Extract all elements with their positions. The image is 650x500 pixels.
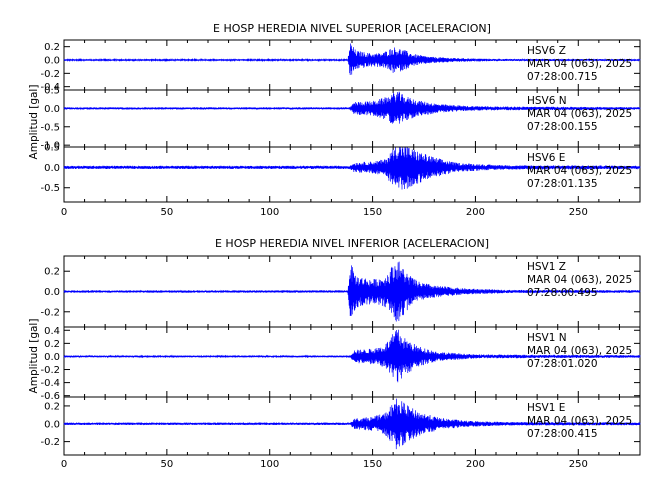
chart-title: E HOSP HEREDIA NIVEL INFERIOR [ACELERACI… — [215, 237, 489, 250]
y-tick-label: 0.0 — [44, 104, 60, 115]
date-label: MAR 04 (063), 2025 — [527, 165, 632, 177]
y-tick-label: -0.2 — [40, 69, 60, 80]
x-tick-label: 50 — [160, 459, 173, 470]
waveform-trace — [63, 147, 641, 190]
time-label: 07:28:00.495 — [527, 287, 598, 299]
x-tick-label: 50 — [160, 207, 173, 218]
x-tick-label: 150 — [363, 207, 382, 218]
y-tick-label: 0.5 — [44, 143, 60, 154]
y-tick-label: -1.0 — [40, 141, 60, 152]
x-tick-label: 150 — [363, 459, 382, 470]
y-tick-label: -0.5 — [40, 122, 60, 133]
y-tick-label: -0.4 — [40, 82, 60, 93]
channel-label: HSV6 Z — [527, 45, 566, 57]
y-tick-label: -0.2 — [40, 365, 60, 376]
waveform-trace — [63, 91, 641, 124]
channel-label: HSV1 Z — [527, 261, 566, 273]
x-tick-label: 100 — [260, 459, 279, 470]
y-axis-label: Amplitud [gal] — [28, 85, 40, 160]
y-tick-label: 0.0 — [44, 287, 60, 298]
chart-title: E HOSP HEREDIA NIVEL SUPERIOR [ACELERACI… — [213, 22, 491, 35]
y-tick-label: 0.4 — [44, 326, 60, 337]
y-tick-label: -0.6 — [40, 391, 60, 402]
x-tick-label: 0 — [61, 207, 67, 218]
y-tick-label: -0.5 — [40, 183, 60, 194]
y-tick-label: 0.2 — [44, 401, 60, 412]
x-tick-label: 0 — [61, 459, 67, 470]
channel-label: HSV1 E — [527, 402, 565, 414]
y-tick-label: -0.2 — [40, 307, 60, 318]
y-tick-label: 0.0 — [44, 163, 60, 174]
waveform-trace — [63, 43, 641, 76]
date-label: MAR 04 (063), 2025 — [527, 415, 632, 427]
waveform-trace — [63, 261, 641, 322]
waveform-trace — [63, 329, 641, 383]
date-label: MAR 04 (063), 2025 — [527, 345, 632, 357]
x-tick-label: 250 — [569, 459, 588, 470]
channel-label: HSV6 N — [527, 95, 567, 107]
channel-label: HSV6 E — [527, 152, 565, 164]
time-label: 07:28:01.135 — [527, 178, 598, 190]
y-tick-label: 0.0 — [44, 352, 60, 363]
y-tick-label: 0.2 — [44, 42, 60, 53]
x-tick-label: 200 — [466, 459, 485, 470]
y-tick-label: 0.0 — [44, 419, 60, 430]
x-tick-label: 250 — [569, 207, 588, 218]
date-label: MAR 04 (063), 2025 — [527, 274, 632, 286]
y-axis-label: Amplitud [gal] — [28, 319, 40, 394]
y-tick-label: 0.2 — [44, 339, 60, 350]
x-tick-label: 200 — [466, 207, 485, 218]
y-tick-label: -0.2 — [40, 437, 60, 448]
time-label: 07:28:00.415 — [527, 428, 598, 440]
time-label: 07:28:00.155 — [527, 121, 598, 133]
channel-label: HSV1 N — [527, 332, 567, 344]
y-tick-label: 0.0 — [44, 56, 60, 67]
y-tick-label: 0.5 — [44, 86, 60, 97]
waveform-trace — [63, 398, 641, 450]
date-label: MAR 04 (063), 2025 — [527, 108, 632, 120]
y-tick-label: -0.4 — [40, 378, 60, 389]
time-label: 07:28:00.715 — [527, 71, 598, 83]
x-tick-label: 100 — [260, 207, 279, 218]
time-label: 07:28:01.020 — [527, 358, 598, 370]
date-label: MAR 04 (063), 2025 — [527, 58, 632, 70]
y-tick-label: 0.2 — [44, 267, 60, 278]
